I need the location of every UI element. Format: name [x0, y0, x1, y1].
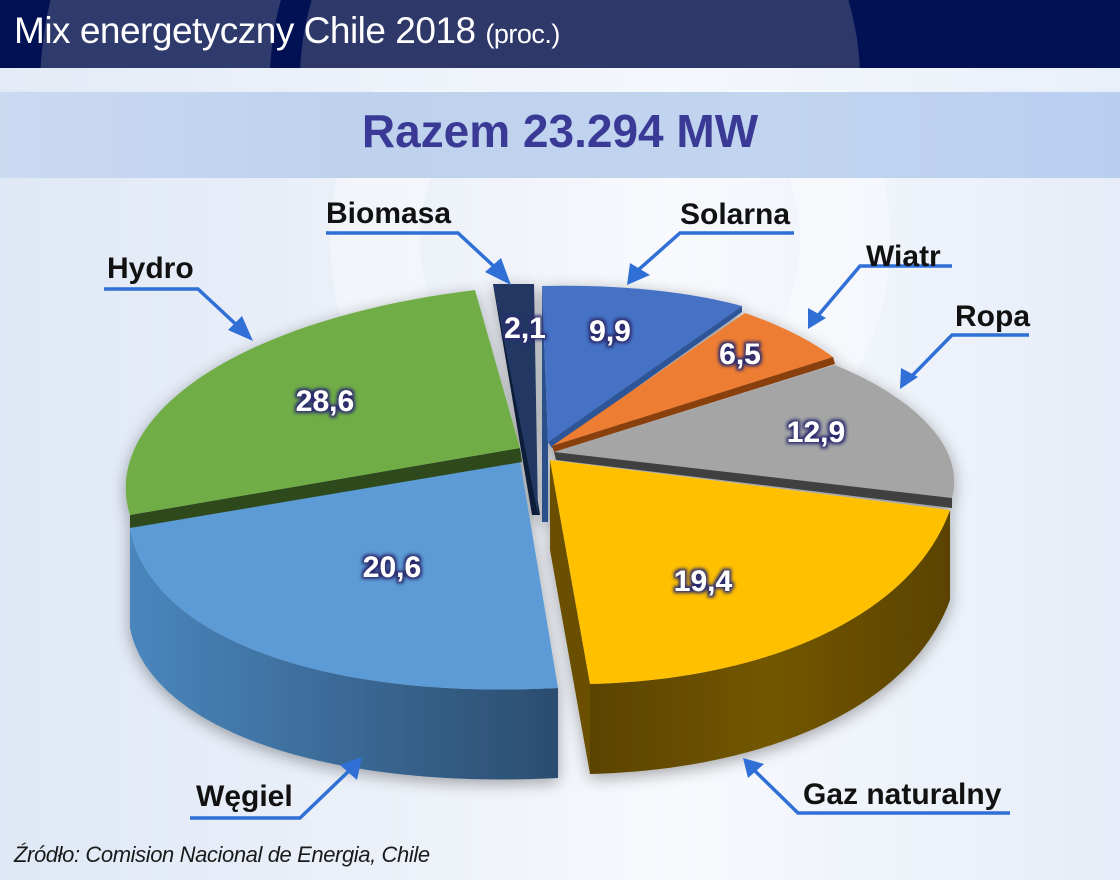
value-wiatr: 6,5 — [719, 338, 761, 371]
arrow-wiatr — [814, 264, 952, 320]
value-hydro: 28,6 — [296, 385, 354, 418]
arrowhead-icon — [900, 368, 918, 389]
slice-wegiel — [130, 460, 558, 780]
arrowhead-icon — [808, 308, 826, 329]
title-unit: (proc.) — [485, 19, 560, 49]
callout-lines — [104, 231, 1029, 820]
chart-title: Mix energetyczny Chile 2018 (proc.) — [14, 10, 560, 52]
label-wiatr: Wiatr — [866, 240, 941, 273]
arrow-solarna — [634, 231, 794, 274]
arrowhead-icon — [743, 758, 764, 778]
label-solarna: Solarna — [680, 198, 791, 231]
header-bar: Mix energetyczny Chile 2018 (proc.) — [0, 0, 1120, 68]
slice-wiatr — [552, 313, 835, 452]
arrow-biomasa — [326, 231, 502, 274]
total-band — [0, 92, 1120, 178]
slice-ropa — [554, 365, 955, 508]
label-ropa: Ropa — [955, 300, 1030, 333]
total-capacity-label: Razem 23.294 MW — [361, 105, 759, 157]
arrow-wegiel — [190, 766, 354, 820]
arrow-hydro — [104, 287, 244, 332]
label-biomasa: Biomasa — [326, 197, 452, 230]
arrow-heads — [228, 258, 918, 780]
slice-hydro — [125, 290, 522, 528]
arrow-gaz — [750, 766, 1010, 815]
header-decoration — [300, 0, 860, 68]
value-wegiel: 20,6 — [363, 551, 421, 584]
arrowhead-icon — [627, 263, 650, 285]
arrow-ropa — [906, 333, 1029, 382]
slice-biomasa — [493, 284, 540, 515]
title-text: Mix energetyczny Chile 2018 — [14, 10, 476, 51]
value-gaz: 19,4 — [674, 565, 733, 598]
value-ropa: 12,9 — [787, 416, 845, 449]
slice-gaz — [550, 460, 950, 774]
arrowhead-icon — [340, 757, 362, 780]
source-note: Źródło: Comision Nacional de Energia, Ch… — [14, 842, 430, 867]
arrowhead-icon — [485, 258, 511, 285]
arrowhead-icon — [228, 316, 253, 341]
value-solarna: 9,9 — [589, 315, 631, 348]
label-gaz: Gaz naturalny — [803, 778, 1002, 811]
header-strip — [0, 68, 1120, 90]
value-biomasa: 2,1 — [504, 312, 546, 345]
slice-solarna — [542, 285, 742, 522]
label-hydro: Hydro — [107, 252, 194, 285]
label-wegiel: Węgiel — [196, 780, 293, 813]
